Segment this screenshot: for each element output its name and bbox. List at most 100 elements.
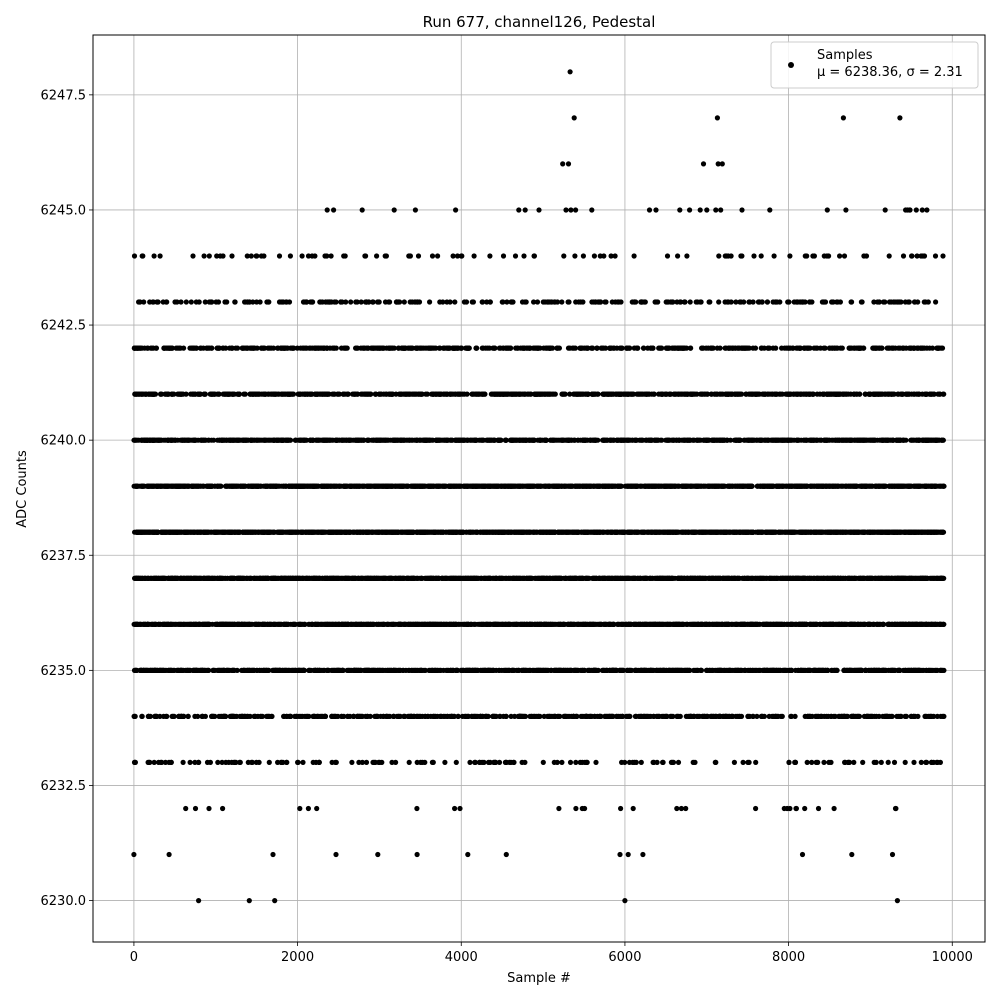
data-point — [584, 713, 590, 720]
data-point — [322, 713, 328, 720]
data-point — [219, 759, 225, 766]
data-point — [136, 621, 143, 627]
data-point — [622, 759, 628, 766]
data-point — [333, 851, 339, 858]
data-point — [355, 713, 361, 720]
data-point — [445, 713, 451, 720]
data-point — [284, 759, 290, 766]
data-point — [621, 621, 627, 627]
data-point — [915, 713, 921, 720]
data-point — [809, 759, 815, 766]
data-point — [385, 713, 391, 720]
data-point — [599, 667, 606, 674]
data-point — [473, 713, 479, 720]
data-point — [150, 667, 156, 674]
data-point — [592, 713, 598, 720]
data-point — [192, 713, 198, 720]
data-point — [893, 805, 899, 812]
data-point — [742, 667, 748, 674]
data-point — [802, 805, 808, 812]
data-point — [898, 713, 904, 720]
data-point — [221, 713, 227, 720]
data-point — [735, 621, 741, 627]
data-point — [292, 621, 299, 627]
data-point — [272, 898, 278, 904]
data-point — [161, 621, 167, 627]
data-point — [237, 759, 243, 766]
data-point — [582, 805, 588, 812]
data-point — [774, 713, 780, 720]
data-point — [372, 667, 378, 674]
data-point — [611, 621, 617, 627]
data-point — [546, 713, 552, 720]
data-point — [453, 759, 459, 766]
data-point — [733, 713, 739, 720]
data-point — [889, 851, 896, 858]
data-point — [450, 575, 456, 581]
data-point — [630, 759, 636, 766]
data-point — [359, 713, 366, 720]
data-point — [670, 713, 676, 720]
data-point — [915, 667, 921, 674]
data-point — [168, 759, 174, 766]
data-point — [180, 759, 186, 766]
data-point — [365, 667, 371, 674]
data-point — [353, 621, 360, 627]
data-point — [332, 759, 338, 766]
data-point — [185, 667, 191, 674]
data-point — [143, 667, 149, 674]
data-point — [204, 621, 210, 627]
data-point — [206, 805, 212, 812]
data-point — [231, 759, 237, 766]
data-point — [389, 759, 395, 766]
data-point — [813, 759, 819, 766]
data-point — [210, 667, 216, 674]
data-points — [131, 69, 947, 904]
data-point — [551, 713, 557, 720]
data-point — [613, 713, 620, 720]
data-point — [265, 713, 271, 720]
data-point — [867, 621, 873, 627]
data-point — [717, 621, 723, 627]
data-point — [821, 759, 827, 766]
data-point — [325, 667, 331, 674]
data-point — [894, 713, 900, 720]
data-point — [593, 759, 599, 766]
data-point — [380, 621, 386, 627]
data-point — [807, 713, 813, 720]
data-point — [379, 667, 385, 674]
data-point — [314, 805, 320, 812]
data-point — [456, 621, 462, 627]
data-point — [387, 667, 393, 674]
data-point — [866, 667, 872, 674]
data-point — [314, 713, 320, 720]
data-point — [908, 667, 914, 674]
data-point — [924, 713, 930, 720]
data-point — [346, 667, 352, 674]
data-point — [675, 759, 682, 766]
data-point — [406, 667, 412, 674]
data-point — [450, 667, 456, 674]
data-point — [903, 713, 910, 720]
data-point — [873, 759, 879, 766]
data-point — [846, 667, 852, 674]
data-point — [181, 621, 188, 627]
data-point — [587, 713, 594, 720]
data-point — [860, 759, 866, 766]
data-point — [497, 713, 503, 720]
data-point — [692, 759, 698, 766]
data-point — [806, 667, 813, 674]
data-point — [481, 759, 487, 766]
data-point — [469, 713, 475, 720]
data-point — [300, 667, 306, 674]
data-point — [670, 759, 677, 766]
data-point — [885, 759, 891, 766]
data-point — [472, 759, 478, 766]
data-point — [695, 621, 701, 627]
data-point — [393, 759, 399, 766]
data-point — [643, 621, 649, 627]
data-point — [660, 759, 666, 766]
data-point — [200, 667, 206, 674]
data-point — [443, 621, 449, 627]
data-point — [771, 667, 777, 674]
